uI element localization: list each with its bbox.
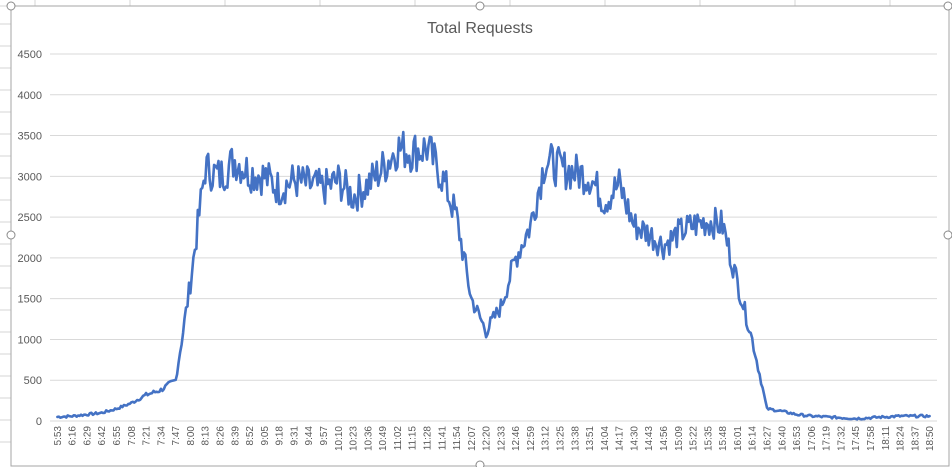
resize-handle[interactable]: [475, 1, 485, 11]
x-tick-label: 9:44: [304, 426, 315, 446]
x-tick-label: 12:33: [496, 426, 507, 451]
x-tick-label: 10:36: [363, 426, 374, 451]
x-tick-label: 14:56: [659, 426, 670, 451]
x-tick-label: 6:55: [112, 426, 123, 446]
x-tick-label: 7:08: [127, 426, 138, 446]
x-axis-labels: 5:53 6:16 6:29 6:42 6:55 7:08 7:21 7:34 7:47 8:00…: [53, 426, 936, 451]
x-tick-label: 10:49: [378, 426, 389, 451]
x-tick-label: 18:11: [881, 426, 892, 451]
x-tick-label: 14:04: [600, 426, 611, 451]
x-tick-label: 14:43: [644, 426, 655, 451]
x-tick-label: 17:06: [807, 426, 818, 451]
gridlines: [50, 53, 937, 422]
x-tick-label: 8:00: [186, 426, 197, 446]
x-tick-label: 14:17: [615, 426, 626, 451]
resize-handle[interactable]: [475, 460, 485, 467]
x-tick-label: 12:07: [467, 426, 478, 451]
x-tick-label: 9:05: [260, 426, 271, 446]
y-tick-label: 2500: [18, 212, 42, 224]
x-tick-label: 14:30: [629, 426, 640, 451]
x-tick-label: 5:53: [53, 426, 64, 446]
x-tick-label: 16:01: [733, 426, 744, 451]
x-tick-label: 11:54: [452, 426, 463, 451]
x-tick-label: 8:39: [230, 426, 241, 446]
y-tick-label: 4500: [18, 49, 42, 61]
x-tick-label: 8:52: [245, 426, 256, 446]
x-tick-label: 16:14: [748, 426, 759, 451]
x-tick-label: 15:35: [703, 426, 714, 451]
x-tick-label: 7:47: [171, 426, 182, 446]
x-tick-label: 13:12: [541, 426, 552, 451]
y-axis-labels: 0 500 1000 1500 2000 2500 3000 3500 4000 4500: [18, 49, 42, 428]
x-tick-label: 17:45: [851, 426, 862, 451]
x-tick-label: 18:24: [896, 426, 907, 451]
x-tick-label: 6:42: [97, 426, 108, 446]
x-tick-label: 7:21: [142, 426, 153, 446]
y-tick-label: 1500: [18, 294, 42, 306]
y-tick-label: 1000: [18, 334, 42, 346]
resize-handle[interactable]: [6, 230, 16, 240]
x-tick-label: 11:15: [408, 426, 419, 451]
x-tick-label: 17:19: [822, 426, 833, 451]
x-tick-label: 11:41: [437, 426, 448, 451]
y-tick-label: 3000: [18, 171, 42, 183]
x-tick-label: 8:13: [201, 426, 212, 446]
x-tick-label: 17:58: [866, 426, 877, 451]
x-tick-label: 13:38: [570, 426, 581, 451]
x-tick-label: 15:22: [689, 426, 700, 451]
x-tick-label: 12:59: [526, 426, 537, 451]
x-tick-label: 15:48: [718, 426, 729, 451]
x-tick-label: 9:31: [289, 426, 300, 446]
x-tick-label: 9:57: [319, 426, 330, 446]
chart-area[interactable]: [10, 5, 950, 467]
x-tick-label: 12:46: [511, 426, 522, 451]
series-line-total-requests: [56, 130, 931, 421]
x-tick-label: 11:02: [393, 426, 404, 451]
x-tick-label: 18:50: [925, 426, 936, 451]
x-tick-label: 13:51: [585, 426, 596, 451]
y-tick-label: 500: [24, 375, 42, 387]
x-tick-label: 10:10: [334, 426, 345, 451]
x-tick-label: 7:34: [156, 426, 167, 446]
x-tick-label: 11:28: [422, 426, 433, 451]
x-tick-label: 10:23: [349, 426, 360, 451]
x-tick-label: 16:53: [792, 426, 803, 451]
resize-handle[interactable]: [943, 230, 952, 240]
y-tick-label: 4000: [18, 90, 42, 102]
x-tick-label: 6:16: [68, 426, 79, 446]
x-tick-label: 12:20: [482, 426, 493, 451]
chart-title: Total Requests: [427, 20, 533, 37]
x-tick-label: 9:18: [275, 426, 286, 446]
x-tick-label: 6:29: [82, 426, 93, 446]
resize-handle[interactable]: [6, 1, 16, 11]
x-tick-label: 15:09: [674, 426, 685, 451]
y-tick-label: 2000: [18, 253, 42, 265]
x-tick-label: 18:37: [910, 426, 921, 451]
x-tick-label: 16:40: [777, 426, 788, 451]
x-tick-label: 17:32: [836, 426, 847, 451]
y-tick-label: 3500: [18, 131, 42, 143]
selection-handles[interactable]: [6, 1, 952, 467]
x-tick-label: 16:27: [762, 426, 773, 451]
y-tick-label: 0: [36, 416, 42, 428]
resize-handle[interactable]: [943, 1, 952, 11]
x-tick-label: 8:26: [216, 426, 227, 446]
x-tick-label: 13:25: [556, 426, 567, 451]
